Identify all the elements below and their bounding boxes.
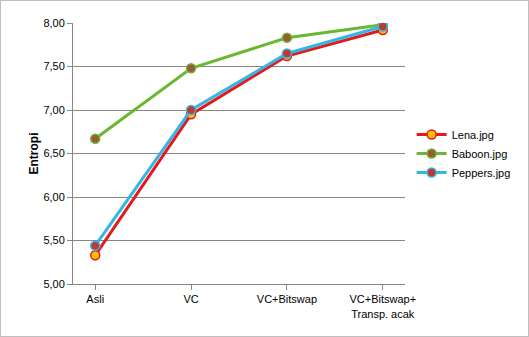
svg-text:6,50: 6,50 xyxy=(43,147,64,159)
svg-text:Baboon.jpg: Baboon.jpg xyxy=(452,148,508,160)
svg-text:7,00: 7,00 xyxy=(43,104,64,116)
svg-text:8,00: 8,00 xyxy=(43,17,64,29)
svg-text:5,00: 5,00 xyxy=(43,278,64,290)
svg-text:7,50: 7,50 xyxy=(43,60,64,72)
svg-text:VC+Bitswap: VC+Bitswap xyxy=(257,293,317,305)
svg-text:VC: VC xyxy=(183,293,198,305)
svg-text:6,00: 6,00 xyxy=(43,191,64,203)
svg-text:Lena.jpg: Lena.jpg xyxy=(452,129,494,141)
svg-text:Entropi: Entropi xyxy=(27,133,41,175)
svg-text:Asli: Asli xyxy=(86,293,104,305)
svg-text:VC+Bitswap+Transp. acak: VC+Bitswap+Transp. acak xyxy=(349,293,416,319)
svg-text:Peppers.jpg: Peppers.jpg xyxy=(452,167,511,179)
svg-text:5,50: 5,50 xyxy=(43,234,64,246)
